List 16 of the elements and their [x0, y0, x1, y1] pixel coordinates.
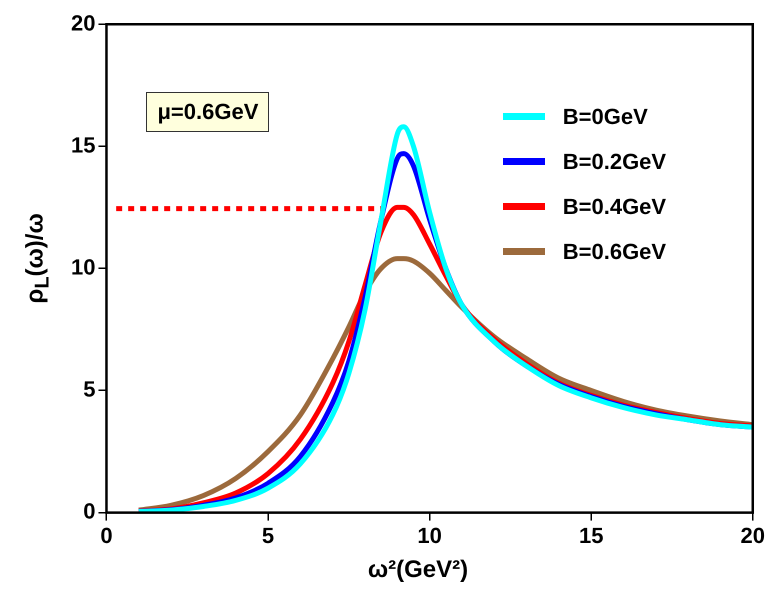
- x-tick-label: 5: [262, 522, 274, 548]
- x-tick-label: 15: [578, 522, 604, 548]
- legend-label: B=0.4GeV: [562, 194, 666, 220]
- legend-label: B=0GeV: [562, 104, 648, 130]
- y-tick-label: 0: [83, 498, 96, 524]
- x-axis-title: ω²(GeV²): [366, 556, 470, 584]
- x-tick-label: 10: [417, 522, 442, 548]
- y-tick-label: 20: [70, 10, 96, 36]
- x-tick-label: 0: [100, 522, 113, 548]
- y-tick-label: 5: [83, 376, 96, 402]
- y-tick-label: 15: [70, 132, 96, 158]
- x-tick-label: 20: [740, 522, 766, 548]
- legend-label: B=0.2GeV: [562, 148, 666, 175]
- legend-label: B=0.6GeV: [562, 238, 666, 265]
- annotation: μ=0.6GeV: [146, 92, 270, 132]
- y-tick-label: 10: [70, 254, 96, 280]
